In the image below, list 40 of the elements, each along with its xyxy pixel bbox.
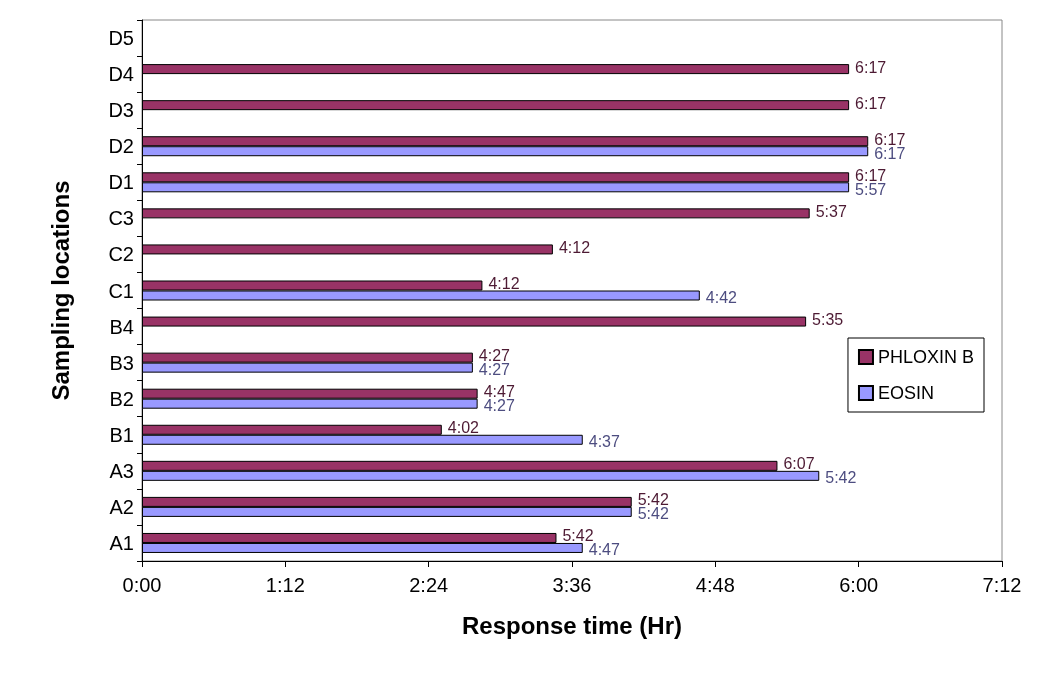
x-tick-label: 0:00 xyxy=(122,574,162,596)
x-tick-label: 6:00 xyxy=(839,574,879,596)
y-axis-title: Sampling locations xyxy=(46,180,74,401)
x-tick-label: 3:36 xyxy=(552,574,592,596)
legend-label: PHLOXIN B xyxy=(877,347,974,367)
annotation: 4:37 xyxy=(588,433,620,451)
y-tick-label: D5 xyxy=(108,27,134,50)
y-tick-label: C3 xyxy=(108,207,134,230)
x-tick-label: 1:12 xyxy=(265,574,305,596)
annotation: 5:42 xyxy=(637,505,669,523)
y-tick-label: A3 xyxy=(109,459,134,482)
y-tick-label: B1 xyxy=(109,423,134,446)
y-tick-label: C1 xyxy=(108,279,134,302)
y-tick-label: D4 xyxy=(108,63,134,86)
x-tick-label: 4:48 xyxy=(695,574,735,596)
annotation: 5:37 xyxy=(815,202,847,220)
annotation: 6:17 xyxy=(855,58,887,76)
annotation: 6:07 xyxy=(783,455,815,473)
y-tick-label: B3 xyxy=(109,351,134,374)
annotation: 4:12 xyxy=(558,238,591,256)
y-tick-label: C2 xyxy=(108,243,134,266)
y-tick-label: D1 xyxy=(108,171,134,194)
annotation: 4:12 xyxy=(488,275,520,292)
x-tick-label: 2:24 xyxy=(409,574,449,596)
annotation: 4:42 xyxy=(705,289,738,306)
y-tick-label: D3 xyxy=(108,99,134,122)
annotation: 5:35 xyxy=(812,311,844,329)
annotation: 4:02 xyxy=(447,419,480,437)
x-tick-label: 7:12 xyxy=(982,574,1022,596)
x-axis-title: Response time (Hr) xyxy=(461,611,683,639)
y-tick-label: B4 xyxy=(109,315,134,338)
annotation: 5:42 xyxy=(825,469,857,487)
annotation: 6:17 xyxy=(855,94,887,112)
legend-label: EOSIN xyxy=(877,383,934,403)
annotation: 4:27 xyxy=(483,397,515,415)
y-tick-label: B2 xyxy=(109,387,134,410)
y-tick-label: A1 xyxy=(109,531,134,554)
y-tick-label: A2 xyxy=(109,495,134,518)
annotation: 4:27 xyxy=(478,361,511,379)
y-tick-label: D2 xyxy=(108,135,134,158)
